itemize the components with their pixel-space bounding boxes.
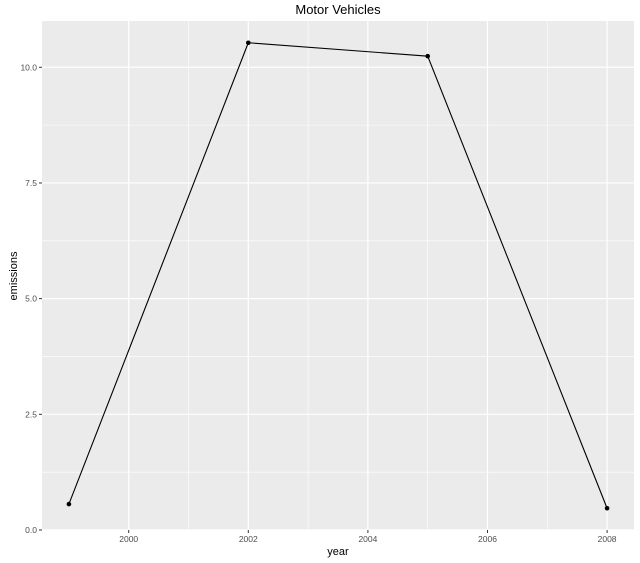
x-tick-label: 2006 (478, 534, 497, 544)
data-point (425, 53, 430, 59)
x-tick-label: 2008 (598, 534, 617, 544)
y-tick-label: 10.0 (20, 62, 37, 72)
series-group (66, 40, 610, 511)
x-axis-title: year (327, 546, 349, 558)
minor-gridlines (42, 21, 634, 530)
data-point (246, 40, 251, 46)
y-tick-label: 5.0 (25, 294, 37, 304)
data-point (66, 501, 72, 507)
y-tick-label: 2.5 (25, 409, 37, 419)
x-tick-label: 2004 (358, 534, 377, 544)
x-tick-label: 2000 (119, 534, 138, 544)
data-point (604, 505, 610, 511)
series-line (68, 42, 608, 509)
y-tick-label: 7.5 (25, 178, 37, 188)
plot-panel (42, 21, 634, 530)
y-tick-label: 0.0 (25, 525, 37, 535)
chart-title: Motor Vehicles (295, 2, 381, 17)
y-axis-title: emissions (8, 251, 20, 300)
major-gridlines (42, 21, 634, 531)
x-tick-label: 2002 (239, 534, 258, 544)
x-axis: 2000 2002 2004 2006 2008 (119, 530, 617, 544)
y-axis: 0.0 2.5 5.0 7.5 10.0 (20, 62, 42, 535)
